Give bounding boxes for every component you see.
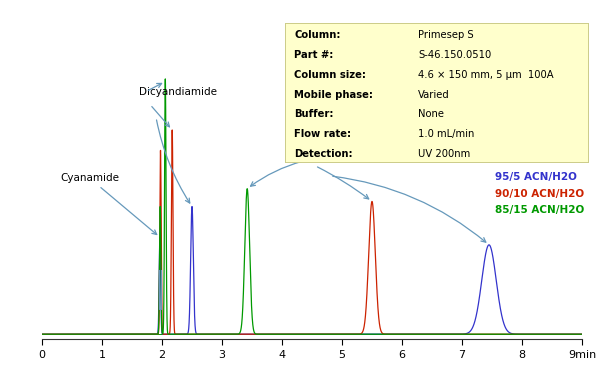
Text: Column size:: Column size:: [294, 70, 366, 80]
Text: 85/15 ACN/H2O: 85/15 ACN/H2O: [495, 205, 584, 215]
Text: 95/5 ACN/H2O: 95/5 ACN/H2O: [495, 172, 577, 183]
Text: Buffer:: Buffer:: [294, 109, 334, 119]
Text: 90/10 ACN/H2O: 90/10 ACN/H2O: [495, 189, 584, 199]
Text: Urea: Urea: [306, 151, 331, 160]
Text: 1.0 mL/min: 1.0 mL/min: [418, 129, 475, 139]
Text: Flow rate:: Flow rate:: [294, 129, 351, 139]
Text: UV 200nm: UV 200nm: [418, 149, 470, 159]
Text: None: None: [418, 109, 445, 119]
Text: Primesep S: Primesep S: [418, 30, 474, 40]
Text: Detection:: Detection:: [294, 149, 353, 159]
Text: Dicyandiamide: Dicyandiamide: [139, 87, 217, 97]
Text: 4.6 × 150 mm, 5 μm  100A: 4.6 × 150 mm, 5 μm 100A: [418, 70, 554, 80]
Text: Cyanamide: Cyanamide: [60, 173, 157, 234]
Text: Part #:: Part #:: [294, 50, 334, 60]
Text: S-46.150.0510: S-46.150.0510: [418, 50, 491, 60]
Text: Mobile phase:: Mobile phase:: [294, 90, 373, 99]
Text: Varied: Varied: [418, 90, 450, 99]
Text: Column:: Column:: [294, 30, 341, 40]
